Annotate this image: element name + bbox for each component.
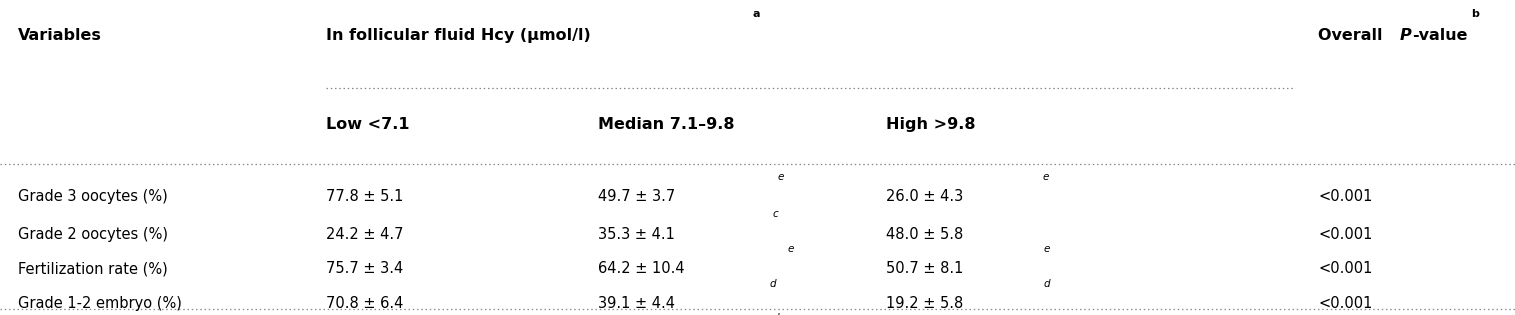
Text: <0.001: <0.001 bbox=[1318, 189, 1373, 204]
Text: 19.2 ± 5.8: 19.2 ± 5.8 bbox=[886, 296, 964, 311]
Text: 48.0 ± 5.8: 48.0 ± 5.8 bbox=[886, 227, 964, 242]
Text: e: e bbox=[1045, 313, 1051, 315]
Text: e: e bbox=[1042, 172, 1048, 182]
Text: 49.7 ± 3.7: 49.7 ± 3.7 bbox=[598, 189, 676, 204]
Text: P: P bbox=[1400, 28, 1412, 43]
Text: d: d bbox=[773, 313, 779, 315]
Text: d: d bbox=[770, 279, 776, 289]
Text: Low <7.1: Low <7.1 bbox=[326, 117, 409, 132]
Text: 64.2 ± 10.4: 64.2 ± 10.4 bbox=[598, 261, 685, 277]
Text: Fertilization rate (%): Fertilization rate (%) bbox=[18, 261, 168, 277]
Text: Grade 1-2 embryo (%): Grade 1-2 embryo (%) bbox=[18, 296, 182, 311]
Text: e: e bbox=[777, 172, 783, 182]
Text: 75.7 ± 3.4: 75.7 ± 3.4 bbox=[326, 261, 403, 277]
Text: 70.8 ± 6.4: 70.8 ± 6.4 bbox=[326, 296, 403, 311]
Text: <0.001: <0.001 bbox=[1318, 227, 1373, 242]
Text: 39.1 ± 4.4: 39.1 ± 4.4 bbox=[598, 296, 676, 311]
Text: Median 7.1–9.8: Median 7.1–9.8 bbox=[598, 117, 735, 132]
Text: Variables: Variables bbox=[18, 28, 102, 43]
Text: High >9.8: High >9.8 bbox=[886, 117, 976, 132]
Text: 50.7 ± 8.1: 50.7 ± 8.1 bbox=[886, 261, 964, 277]
Text: 77.8 ± 5.1: 77.8 ± 5.1 bbox=[326, 189, 403, 204]
Text: 26.0 ± 4.3: 26.0 ± 4.3 bbox=[886, 189, 964, 204]
Text: Grade 3 oocytes (%): Grade 3 oocytes (%) bbox=[18, 189, 168, 204]
Text: d: d bbox=[1044, 279, 1050, 289]
Text: a: a bbox=[753, 9, 761, 20]
Text: e: e bbox=[788, 244, 794, 254]
Text: <0.001: <0.001 bbox=[1318, 296, 1373, 311]
Text: b: b bbox=[1471, 9, 1479, 20]
Text: c: c bbox=[773, 209, 779, 220]
Text: <0.001: <0.001 bbox=[1318, 261, 1373, 277]
Text: Grade 2 oocytes (%): Grade 2 oocytes (%) bbox=[18, 227, 168, 242]
Text: e: e bbox=[1044, 244, 1050, 254]
Text: 24.2 ± 4.7: 24.2 ± 4.7 bbox=[326, 227, 403, 242]
Text: Overall: Overall bbox=[1318, 28, 1388, 43]
Text: -value: -value bbox=[1412, 28, 1468, 43]
Text: In follicular fluid Hcy (μmol/l): In follicular fluid Hcy (μmol/l) bbox=[326, 28, 591, 43]
Text: 35.3 ± 4.1: 35.3 ± 4.1 bbox=[598, 227, 676, 242]
